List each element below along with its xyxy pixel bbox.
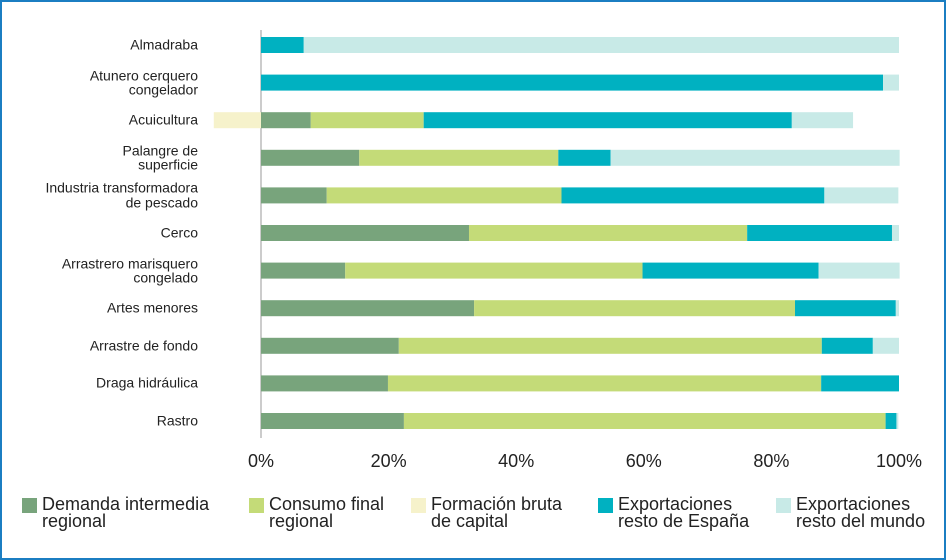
bar-segment	[261, 149, 360, 166]
bar-segment	[261, 225, 469, 241]
bar-segment	[561, 187, 825, 204]
bar-segment	[468, 225, 748, 241]
legend-swatch	[598, 498, 613, 513]
bar-segment	[895, 300, 899, 317]
bar-segment	[261, 375, 388, 392]
legend-label: Consumo final regional	[269, 494, 385, 532]
bar-segment	[303, 37, 900, 53]
bar-segment	[747, 225, 892, 241]
legend-label: Formación bruta de capital	[431, 494, 563, 532]
legend-swatch	[249, 498, 264, 513]
bar-segment	[872, 337, 899, 354]
bar-segment	[818, 262, 900, 279]
bar-segment	[885, 413, 897, 429]
bar-segment	[610, 149, 900, 166]
x-tick-label: 20%	[370, 451, 407, 471]
bar-segment	[261, 187, 327, 204]
bar-segment	[824, 187, 899, 204]
bar-segment	[795, 300, 896, 317]
bar-segment	[791, 112, 854, 129]
category-label: Arrastrero marisquero congelado	[61, 254, 198, 286]
bar-segment	[345, 262, 643, 279]
bar-segment	[474, 300, 796, 317]
bar-segment	[891, 225, 899, 241]
x-tick-label: 80%	[753, 451, 790, 471]
x-tick-label: 60%	[625, 451, 662, 471]
bar-segment	[261, 300, 475, 317]
bar-segment	[261, 337, 399, 354]
bar-segment	[261, 262, 346, 279]
category-label: Artes menores	[106, 299, 198, 316]
bar-segment	[213, 112, 261, 129]
legend-swatch	[411, 498, 426, 513]
category-label: Cerco	[160, 224, 198, 241]
bar-segment	[821, 337, 873, 354]
category-label: Arrastre de fondo	[89, 337, 198, 354]
legend-label: Demanda intermedia regional	[42, 494, 210, 532]
category-label: Industria transformadora de pescado	[45, 179, 198, 211]
bar-segment	[642, 262, 819, 279]
bar-segment	[261, 37, 304, 53]
bar-segment	[326, 187, 562, 204]
legend-swatch	[22, 498, 37, 513]
bar-segment	[261, 413, 404, 429]
bar-segment	[821, 375, 899, 392]
x-tick-label: 0%	[247, 451, 274, 471]
bar-segment	[423, 112, 792, 129]
bar-segment	[896, 413, 899, 429]
bar-segment	[261, 112, 311, 129]
category-label: Acuicultura	[128, 111, 198, 128]
legend-swatch	[776, 498, 791, 513]
legend-label: Exportaciones resto de España	[618, 494, 750, 532]
bar-segment	[883, 74, 899, 91]
bar-segment	[403, 413, 886, 429]
bar-segment	[398, 337, 822, 354]
category-label: Atunero cerquero congelador	[89, 66, 198, 98]
category-label: Palangre de superficie	[122, 142, 198, 173]
bar-segment	[359, 149, 559, 166]
category-label: Rastro	[156, 412, 198, 429]
x-tick-label: 40%	[498, 451, 535, 471]
bar-segment	[558, 149, 611, 166]
x-tick-label: 100%	[875, 451, 923, 471]
bar-segment	[310, 112, 424, 129]
legend-label: Exportaciones resto del mundo	[796, 494, 926, 532]
bar-segment	[261, 74, 884, 91]
category-label: Almadraba	[130, 36, 198, 53]
category-label: Draga hidráulica	[96, 375, 198, 392]
bar-segment	[387, 375, 822, 392]
